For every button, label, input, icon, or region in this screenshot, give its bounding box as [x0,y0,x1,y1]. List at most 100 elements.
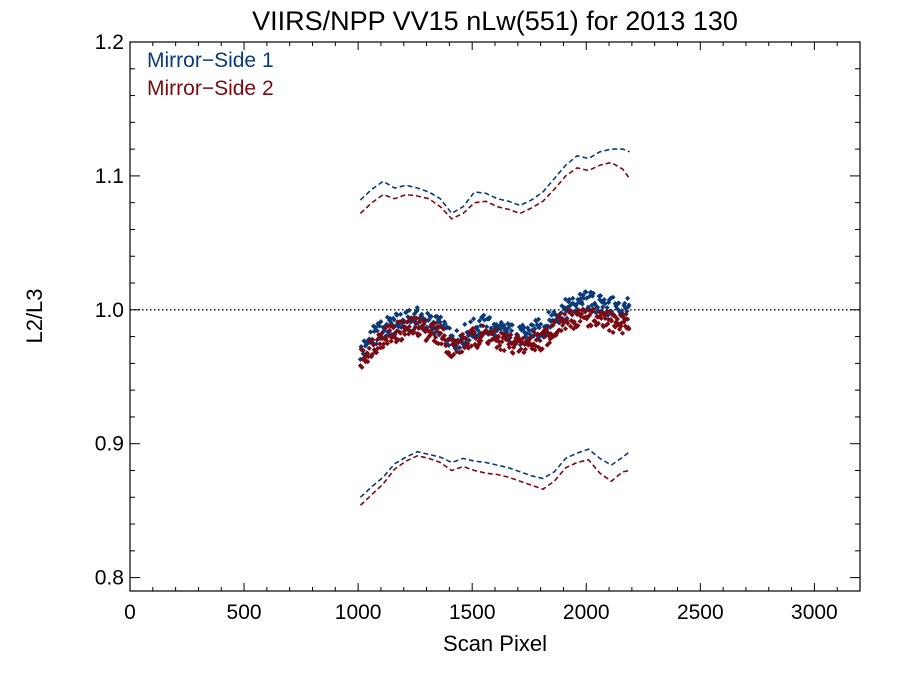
series-1-point [534,322,540,328]
series-2-lower-bound [359,454,630,506]
series-2-point [617,326,623,332]
series-1-point [498,326,504,332]
series-1-point [375,321,381,327]
series-2-point [541,331,547,337]
series-1-point [577,291,583,297]
series-2-point [432,320,438,326]
series-2-point [518,346,524,352]
series-2-point [544,342,550,348]
series-1-point [358,344,364,350]
series-1-point [600,304,606,310]
series-1-point [579,299,585,305]
series-2-upper-bound [359,161,631,220]
series-1-point [519,327,525,333]
series-1-point [584,295,590,301]
series-2-point [576,308,582,314]
series-2-point [358,346,364,352]
series-1-point [462,321,468,327]
series-2-point [546,340,553,346]
series-1-point [536,325,542,331]
series-1-point [368,329,374,335]
series-1-point [398,311,404,317]
series-2-point [598,313,604,319]
series-2-point [538,347,544,353]
series-2-point [588,323,594,329]
series-2-point [593,322,599,328]
series-2-point [365,359,371,365]
series-2-point [414,315,420,321]
series-2-point [575,323,581,329]
series-2-point [493,338,499,344]
series-2-point [396,329,402,335]
series-1-point [570,295,576,301]
x-tick-label: 3000 [791,601,838,624]
series-2-point [425,328,431,334]
series-1-point [535,336,541,342]
series-1-point [388,320,394,326]
series-2-point [550,334,556,340]
series-2-point [590,306,596,312]
series-2-point [403,326,409,332]
series-1-point [530,322,536,328]
series-2-point [539,346,545,352]
series-2-point [555,314,561,320]
series-2-point [454,349,460,355]
series-2 [357,161,632,506]
series-2-point [395,337,401,343]
series-1-point [535,316,542,322]
series-2-point [608,318,615,324]
series-1-point [626,302,632,308]
series-2-point [568,318,574,324]
series-2-point [371,347,377,353]
y-axis-label: L2/L3 [22,288,47,343]
series-2-point [625,316,631,322]
series-2-point [525,339,531,345]
series-2-point [428,322,434,328]
series-2-point [480,323,486,329]
series-1-point [420,315,426,321]
series-2-point [537,338,543,344]
series-1-point [501,322,507,329]
series-1-point [481,312,487,318]
series-2-point [430,330,436,336]
series-1-point [526,327,532,333]
series-2-point [506,344,512,350]
series-2-point [504,332,510,338]
series-2-point [557,311,563,317]
series-2-point [559,316,565,322]
series-2-point [375,345,381,351]
series-2-point [379,331,385,337]
series-2-point [416,325,422,331]
series-1-point [519,322,526,328]
series-1-point [370,340,376,346]
series-2-point [567,307,573,314]
series-1-point [588,289,594,295]
series-2-point [369,352,375,358]
series-1-point [524,331,530,337]
series-1-point [414,308,420,314]
series-2-point [453,343,459,349]
series-1-point [558,310,564,316]
series-2-point [397,319,403,325]
series-2-point [451,351,457,357]
series-2-point [565,320,571,326]
series-1-point [371,328,377,334]
series-2-point [492,326,499,332]
series-2-point [384,340,390,347]
series-2-point [605,321,611,327]
series-2-point [531,329,537,335]
series-2-point [441,326,447,332]
x-tick-label: 2000 [563,601,610,624]
series-2-point [392,332,398,338]
series-1-point [504,329,510,335]
series-1-point [444,324,450,330]
series-1-point [605,312,611,318]
series-2-point [549,323,555,329]
series-2-point [528,334,534,340]
series-2-point [542,334,548,340]
series-2-point [405,319,411,325]
series-1-lower-bound [359,448,631,498]
series-2-point [587,312,593,318]
series-2-point [552,319,558,326]
series-2-point [622,323,628,329]
